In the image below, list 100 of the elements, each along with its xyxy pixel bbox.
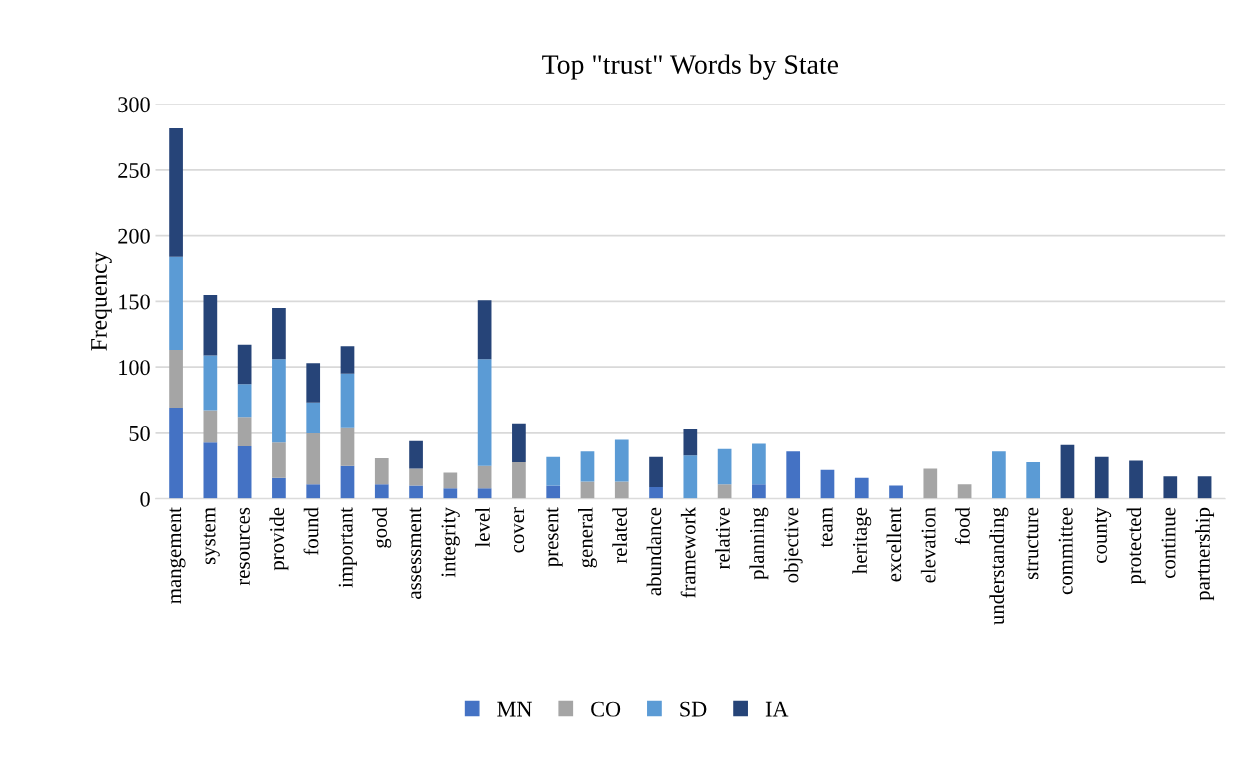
x-tick-label: protected: [1126, 507, 1146, 585]
bar: [717, 484, 732, 499]
bar: [580, 451, 595, 482]
x-tick-label: related: [612, 507, 627, 564]
bar: [683, 455, 698, 499]
y-tick-label: 100: [119, 360, 150, 376]
bar: [409, 468, 423, 486]
bar: [512, 423, 526, 462]
x-tick-label: level: [475, 507, 490, 548]
legend-label: SD: [680, 701, 707, 717]
bar: [272, 308, 286, 360]
bar: [169, 256, 183, 351]
x-tick-label: team: [820, 507, 833, 548]
x-tick-label: important: [338, 507, 357, 588]
x-tick-label: provide: [269, 507, 289, 571]
bar: [409, 440, 423, 469]
bar: [340, 346, 355, 374]
x-tick-label: county: [1094, 507, 1112, 563]
bar: [203, 442, 218, 499]
bar: [237, 417, 252, 447]
x-tick-label: cover: [514, 507, 525, 553]
y-tick-label: 250: [118, 162, 150, 178]
bar: [752, 484, 766, 499]
x-tick-label: understanding: [989, 507, 1009, 625]
bar: [649, 456, 663, 487]
x-tick-label: found: [303, 507, 319, 556]
bar: [306, 432, 321, 485]
bar: [477, 300, 492, 360]
bar: [409, 485, 423, 499]
legend-label: CO: [591, 701, 621, 717]
bar: [477, 488, 492, 499]
x-tick-label: integrity: [441, 507, 460, 578]
x-tick-label: mangement: [169, 507, 186, 604]
bar: [683, 429, 698, 456]
bar: [306, 402, 321, 433]
bar: [169, 407, 183, 499]
y-tick-label: 0: [140, 491, 150, 507]
x-tick-label: good: [372, 507, 392, 548]
bar: [614, 439, 629, 482]
bar: [237, 446, 252, 499]
x-tick-label: resources: [239, 507, 250, 586]
bar: [717, 448, 732, 485]
bar: [1094, 456, 1109, 499]
bar: [820, 469, 835, 499]
y-tick-label: 300: [118, 97, 150, 113]
bar: [957, 484, 972, 499]
bar: [306, 484, 321, 499]
bar: [1060, 444, 1075, 499]
y-axis-title: Frequency: [91, 251, 112, 351]
bar: [992, 451, 1006, 499]
y-tick-label: 50: [129, 425, 150, 441]
bar: [786, 451, 801, 499]
bar: [614, 481, 629, 499]
bar: [477, 359, 492, 466]
bar: [374, 484, 389, 499]
x-tick-label: framework: [680, 507, 696, 598]
bar: [237, 384, 252, 418]
x-tick-label: structure: [1026, 507, 1039, 580]
bar: [477, 465, 492, 489]
bar: [1197, 476, 1212, 499]
bar: [340, 465, 355, 499]
x-tick-label: general: [578, 507, 597, 568]
bar: [272, 359, 286, 443]
x-tick-label: system: [203, 507, 220, 565]
bar: [889, 485, 903, 499]
x-tick-label: excellent: [886, 507, 902, 582]
x-tick-label: relative: [715, 507, 730, 570]
bar: [1026, 461, 1041, 499]
bar: [203, 355, 218, 411]
x-tick-label: present: [546, 507, 563, 567]
bar: [374, 457, 389, 485]
x-tick-label: partnership: [1195, 507, 1215, 601]
x-tick-label: food: [954, 507, 970, 545]
x-tick-label: heritage: [852, 507, 872, 574]
bar: [546, 456, 561, 486]
bar: [1163, 476, 1178, 499]
bar: [340, 373, 355, 428]
y-tick-label: 200: [118, 228, 150, 244]
bar: [340, 427, 355, 466]
bar: [169, 127, 183, 257]
x-tick-label: continue: [1161, 507, 1176, 578]
bar: [272, 477, 286, 499]
bar: [306, 363, 321, 403]
bar: [752, 443, 766, 485]
legend-label: MN: [497, 701, 532, 717]
x-tick-label: objective: [783, 507, 803, 583]
bar: [169, 350, 183, 408]
bar: [854, 477, 869, 499]
bar: [237, 344, 252, 385]
y-tick-label: 150: [119, 294, 150, 310]
bar: [923, 468, 938, 499]
chart-title: Top "trust" Words by State: [542, 54, 839, 80]
x-tick-label: committee: [1058, 507, 1073, 595]
legend-label: IA: [765, 701, 789, 717]
bar: [1129, 460, 1143, 499]
x-tick-label: abundance: [646, 507, 662, 596]
bar: [203, 410, 218, 443]
bar: [443, 472, 458, 489]
bar: [512, 461, 526, 499]
bar: [443, 488, 458, 499]
